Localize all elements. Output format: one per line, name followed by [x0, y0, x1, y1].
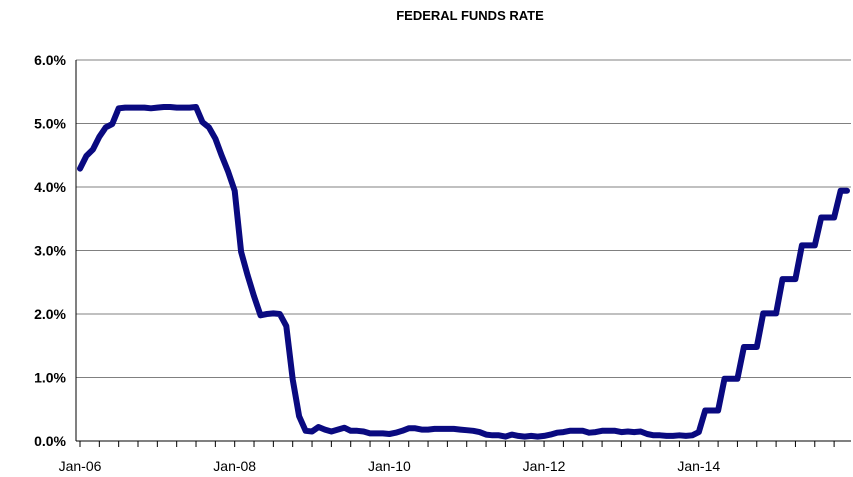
x-tick-label: Jan-06 [59, 458, 102, 474]
axis-layer [75, 60, 851, 447]
y-tick-label: 4.0% [34, 179, 66, 195]
x-tick-label: Jan-12 [523, 458, 566, 474]
y-tick-label: 6.0% [34, 52, 66, 68]
y-tick-label: 5.0% [34, 116, 66, 132]
series-line [77, 104, 850, 440]
y-tick-label: 1.0% [34, 370, 66, 386]
x-tick-label: Jan-08 [213, 458, 256, 474]
series-layer [77, 104, 850, 440]
y-tick-label: 3.0% [34, 243, 66, 259]
x-tick-label: Jan-10 [368, 458, 411, 474]
chart-title: FEDERAL FUNDS RATE [396, 8, 544, 23]
label-layer: 0.0% 1.0% 2.0% 3.0% 4.0% 5.0% 6.0% Jan-06 Jan-08… [34, 52, 720, 474]
y-tick-label: 0.0% [34, 433, 66, 449]
x-tick-label: Jan-14 [677, 458, 720, 474]
y-tick-label: 2.0% [34, 306, 66, 322]
